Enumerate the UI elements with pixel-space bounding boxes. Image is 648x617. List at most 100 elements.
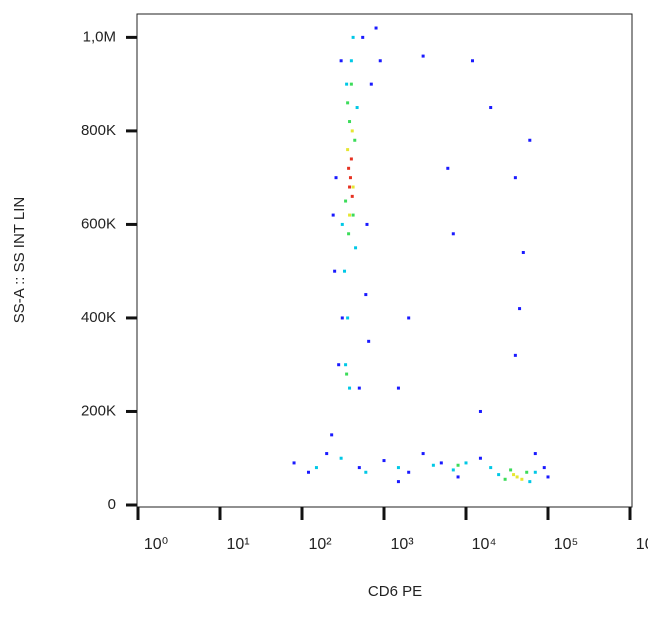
dot xyxy=(344,199,348,203)
dot xyxy=(367,339,371,343)
dot xyxy=(306,470,310,474)
dot xyxy=(396,466,400,470)
dot xyxy=(489,106,493,110)
dot xyxy=(451,468,455,472)
x-tick-label: 10⁵ xyxy=(554,536,578,553)
dot xyxy=(515,475,519,479)
dot xyxy=(314,466,318,470)
dot xyxy=(349,59,353,63)
dot xyxy=(351,35,355,39)
dot xyxy=(346,148,350,152)
dot xyxy=(333,269,337,273)
dot xyxy=(343,269,347,273)
dot xyxy=(365,222,369,226)
dot xyxy=(478,409,482,413)
dot xyxy=(340,222,344,226)
dot xyxy=(421,452,425,456)
dot xyxy=(369,82,373,86)
dot xyxy=(533,470,537,474)
dot xyxy=(355,106,359,110)
dot xyxy=(528,480,532,484)
y-axis-title: SS-A :: SS INT LIN xyxy=(11,197,28,323)
dot xyxy=(478,456,482,460)
dot xyxy=(349,82,353,86)
dot xyxy=(497,473,501,477)
dot xyxy=(346,101,350,105)
x-tick-label: 10⁰ xyxy=(144,536,168,553)
dot xyxy=(396,386,400,390)
dot xyxy=(521,250,525,254)
dot xyxy=(348,176,352,180)
dot xyxy=(339,456,343,460)
dot xyxy=(348,386,352,390)
dot xyxy=(357,466,361,470)
x-tick-label: 10⁴ xyxy=(472,536,497,553)
dot xyxy=(407,316,411,320)
y-tick-label: 600K xyxy=(81,215,116,232)
x-tick-label: 10² xyxy=(308,536,332,553)
dot xyxy=(354,246,358,250)
dot xyxy=(350,129,354,133)
dot xyxy=(396,480,400,484)
dot xyxy=(421,54,425,58)
dot xyxy=(364,470,368,474)
dot xyxy=(464,461,468,465)
y-tick-label: 800K xyxy=(81,122,116,139)
dot xyxy=(350,194,354,198)
x-tick-label: 10³ xyxy=(390,536,414,553)
dot xyxy=(525,470,529,474)
dot xyxy=(345,82,349,86)
dot xyxy=(407,470,411,474)
x-tick-label: 10¹ xyxy=(226,536,249,553)
dot xyxy=(512,473,516,477)
dot xyxy=(330,433,334,437)
dot xyxy=(348,185,352,189)
dot xyxy=(331,213,335,217)
dot xyxy=(347,232,351,236)
dot xyxy=(351,185,355,189)
dot xyxy=(520,477,524,481)
dot xyxy=(349,157,353,161)
plot-frame xyxy=(136,13,633,508)
y-tick-label: 200K xyxy=(81,402,116,419)
dot xyxy=(361,35,365,39)
dot xyxy=(353,138,357,142)
dot xyxy=(513,353,517,357)
dot xyxy=(456,475,460,479)
dot xyxy=(348,213,352,217)
dot xyxy=(503,477,507,481)
y-tick-label: 0 xyxy=(108,496,116,513)
dot xyxy=(451,232,455,236)
dot xyxy=(518,307,522,311)
dot xyxy=(347,166,351,170)
dot xyxy=(382,459,386,463)
dot xyxy=(339,59,343,63)
dot xyxy=(509,468,513,472)
dot xyxy=(374,26,378,30)
dot xyxy=(348,120,352,124)
dot xyxy=(533,452,537,456)
dot xyxy=(344,363,348,367)
dot xyxy=(378,59,382,63)
dot xyxy=(325,452,329,456)
dot xyxy=(337,363,341,367)
dot xyxy=(357,386,361,390)
dot xyxy=(446,166,450,170)
dot xyxy=(528,138,532,142)
dot xyxy=(431,463,435,467)
x-tick-label: 10⁶ xyxy=(636,536,648,553)
dot xyxy=(345,372,349,376)
dot xyxy=(513,176,517,180)
dot xyxy=(340,316,344,320)
dot xyxy=(470,59,474,63)
dot xyxy=(334,176,338,180)
dot xyxy=(546,475,550,479)
x-axis-title: CD6 PE xyxy=(368,583,422,600)
dot xyxy=(542,466,546,470)
y-tick-label: 400K xyxy=(81,309,116,326)
dot xyxy=(292,461,296,465)
dot xyxy=(346,316,350,320)
dot xyxy=(489,466,493,470)
y-tick-label: 1,0M xyxy=(83,28,116,45)
